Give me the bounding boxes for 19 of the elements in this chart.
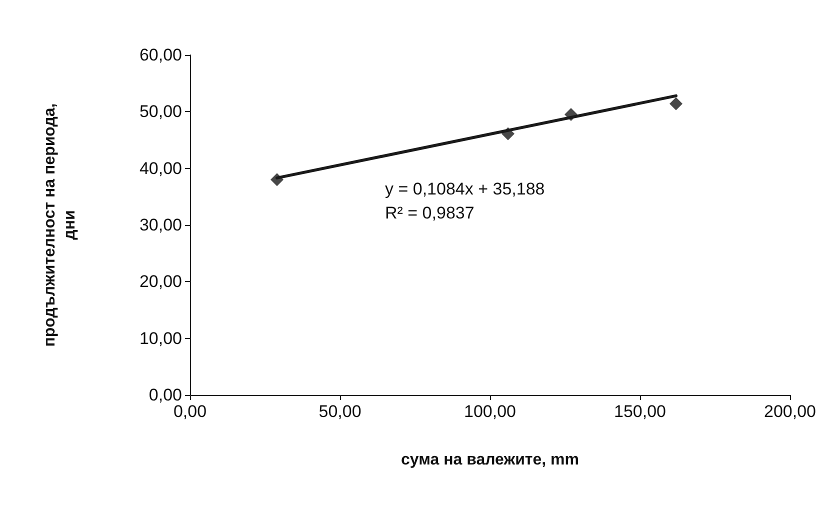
y-tick-label: 0,00 bbox=[148, 386, 182, 404]
x-tick-label: 100,00 bbox=[464, 402, 516, 421]
x-axis-title: сума на валежите, mm bbox=[401, 452, 579, 468]
y-tick-label: 10,00 bbox=[139, 328, 182, 348]
point bbox=[564, 108, 578, 121]
x-tick-label: 50,00 bbox=[318, 402, 362, 421]
y-tick-label: 40,00 bbox=[139, 158, 182, 178]
x-tick-label: 200,00 bbox=[764, 402, 816, 421]
y-tick-label: 60,00 bbox=[139, 46, 182, 64]
y-tick-label: 20,00 bbox=[139, 272, 182, 292]
point bbox=[502, 127, 514, 140]
annotation: y = 0,1084x + 35,188 R² = 0,9837 bbox=[385, 180, 545, 222]
point bbox=[270, 173, 284, 186]
x-tick-label: 0,00 bbox=[173, 402, 207, 421]
y-tick-label: 50,00 bbox=[139, 102, 182, 122]
point bbox=[670, 97, 682, 110]
y-axis-title: продължителност на периода, дни bbox=[42, 103, 78, 347]
x-tick-label: 150,00 bbox=[614, 402, 666, 421]
y-tick-label: 30,00 bbox=[139, 216, 182, 234]
